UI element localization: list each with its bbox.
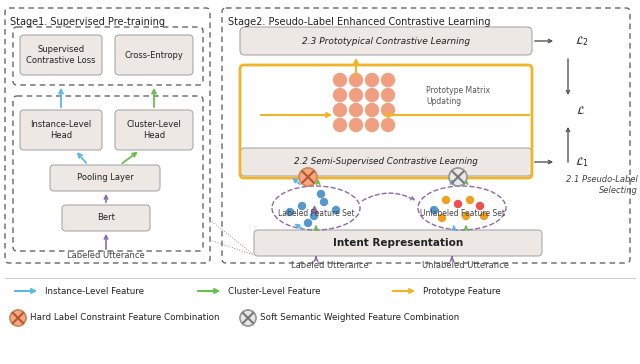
Circle shape: [449, 168, 467, 186]
Text: 2.3 Prototypical Contrastive Learning: 2.3 Prototypical Contrastive Learning: [302, 36, 470, 46]
Circle shape: [381, 88, 394, 102]
Circle shape: [299, 168, 317, 186]
Text: Prototype Matrix
Updating: Prototype Matrix Updating: [426, 86, 490, 106]
Circle shape: [321, 198, 328, 206]
Text: Cluster-Level
Head: Cluster-Level Head: [127, 120, 181, 140]
Circle shape: [381, 74, 394, 87]
Circle shape: [10, 310, 26, 326]
Circle shape: [381, 103, 394, 116]
Text: Stage1. Supervised Pre-training: Stage1. Supervised Pre-training: [10, 17, 165, 27]
Circle shape: [463, 213, 470, 219]
Text: Unlabeled Feature Set: Unlabeled Feature Set: [419, 209, 504, 218]
Text: Intent Representation: Intent Representation: [333, 238, 463, 248]
Text: Stage2. Pseudo-Label Enhanced Contrastive Learning: Stage2. Pseudo-Label Enhanced Contrastiv…: [228, 17, 490, 27]
Circle shape: [365, 119, 378, 131]
FancyBboxPatch shape: [20, 35, 102, 75]
Circle shape: [442, 197, 449, 203]
Text: Hard Label Constraint Feature Combination: Hard Label Constraint Feature Combinatio…: [30, 313, 220, 323]
Point: [309, 206, 319, 212]
Text: Labeled Utterance: Labeled Utterance: [291, 261, 369, 269]
Text: Cross-Entropy: Cross-Entropy: [125, 51, 184, 59]
Circle shape: [349, 103, 362, 116]
Circle shape: [467, 197, 474, 203]
FancyBboxPatch shape: [62, 205, 150, 231]
Text: Labeled Feature Set: Labeled Feature Set: [278, 209, 355, 218]
Circle shape: [365, 103, 378, 116]
Text: Instance-Level Feature: Instance-Level Feature: [45, 286, 144, 296]
Text: Labeled Utterance: Labeled Utterance: [67, 252, 145, 261]
Text: Cluster-Level Feature: Cluster-Level Feature: [228, 286, 321, 296]
Circle shape: [333, 74, 346, 87]
Text: $\mathcal{L}$: $\mathcal{L}$: [576, 104, 585, 116]
Circle shape: [333, 119, 346, 131]
Circle shape: [240, 310, 256, 326]
Circle shape: [298, 202, 305, 210]
Circle shape: [333, 206, 339, 214]
FancyBboxPatch shape: [115, 110, 193, 150]
Circle shape: [349, 74, 362, 87]
Circle shape: [349, 119, 362, 131]
Circle shape: [438, 214, 445, 222]
Text: Pooling Layer: Pooling Layer: [77, 174, 133, 182]
Circle shape: [381, 119, 394, 131]
Circle shape: [287, 209, 294, 215]
FancyBboxPatch shape: [240, 27, 532, 55]
Text: $\mathcal{L}_1$: $\mathcal{L}_1$: [575, 155, 589, 169]
Text: Supervised
Contrastive Loss: Supervised Contrastive Loss: [26, 45, 96, 65]
Circle shape: [333, 88, 346, 102]
Text: Prototype Feature: Prototype Feature: [423, 286, 500, 296]
Circle shape: [305, 219, 312, 226]
Circle shape: [365, 88, 378, 102]
Circle shape: [365, 74, 378, 87]
FancyBboxPatch shape: [20, 110, 102, 150]
Circle shape: [477, 202, 483, 210]
Text: 2.2 Semi-Supervised Contrastive Learning: 2.2 Semi-Supervised Contrastive Learning: [294, 158, 478, 166]
Circle shape: [310, 213, 317, 219]
Circle shape: [317, 190, 324, 198]
FancyBboxPatch shape: [254, 230, 542, 256]
Circle shape: [454, 201, 461, 207]
Text: 2.1 Pseudo-Label
Selecting: 2.1 Pseudo-Label Selecting: [566, 175, 638, 195]
FancyBboxPatch shape: [115, 35, 193, 75]
Text: Instance-Level
Head: Instance-Level Head: [30, 120, 92, 140]
FancyBboxPatch shape: [50, 165, 160, 191]
Circle shape: [431, 206, 438, 214]
Text: Soft Semantic Weighted Feature Combination: Soft Semantic Weighted Feature Combinati…: [260, 313, 460, 323]
Text: Unlabeled Utterance: Unlabeled Utterance: [422, 261, 509, 269]
FancyBboxPatch shape: [240, 148, 532, 176]
Circle shape: [333, 103, 346, 116]
Circle shape: [481, 213, 488, 219]
Circle shape: [349, 88, 362, 102]
Text: $\mathcal{L}_2$: $\mathcal{L}_2$: [575, 34, 589, 48]
Text: Bert: Bert: [97, 214, 115, 222]
